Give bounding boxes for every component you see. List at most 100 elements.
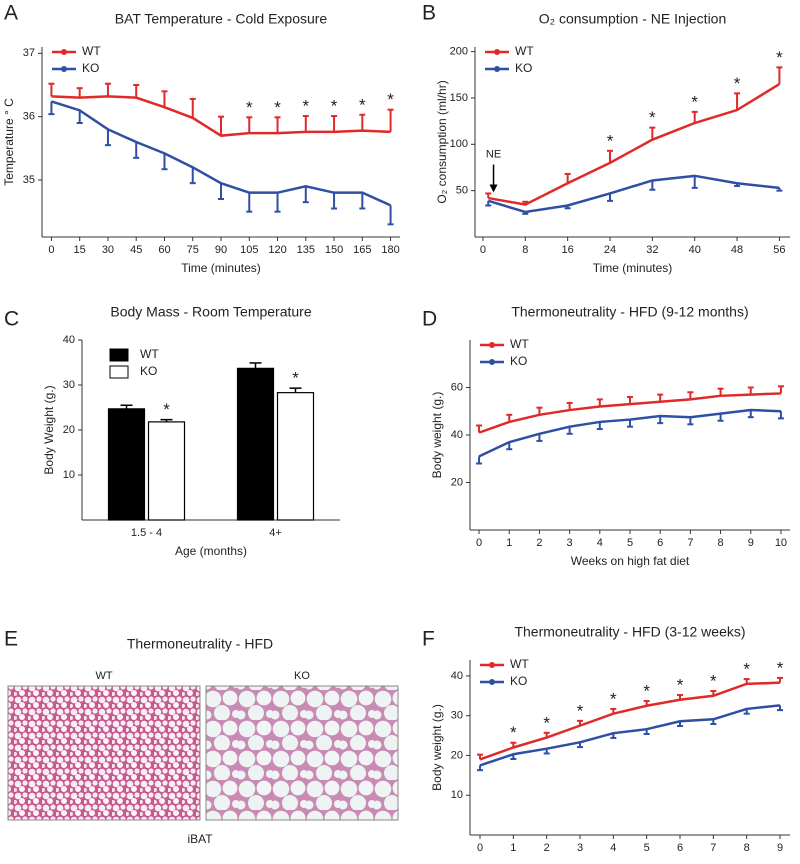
x-tick-label: 0 [480,244,486,256]
panel-letter: E [4,628,18,651]
legend-label: KO [82,61,99,75]
x-tick-label: 7 [687,537,693,549]
chart-title: O₂ consumption - NE Injection [539,11,727,27]
panel-letter: D [422,308,437,331]
x-tick-label: 10 [775,537,787,549]
legend-marker [494,49,500,55]
series-line [487,174,780,214]
x-tick-label: 0 [477,842,483,854]
legend-marker [489,342,495,348]
x-tick-label: 24 [604,244,616,256]
x-tick-label: 16 [562,244,574,256]
y-axis-label: Temperature ° C [2,98,16,186]
y-tick-label: 37 [23,47,35,59]
significance-star: * [734,74,741,93]
histology-image [205,685,399,821]
legend-label: WT [140,347,159,361]
significance-star: * [292,369,299,388]
annotation-label: NE [486,148,501,160]
x-tick-label: 8 [718,537,724,549]
significance-star: * [246,98,253,117]
panel-letter: F [422,628,435,651]
histology-image [7,685,201,821]
y-tick-label: 30 [451,710,463,722]
y-tick-label: 40 [63,334,75,346]
image-label: KO [294,670,310,682]
significance-star: * [691,92,698,111]
legend-label: KO [510,354,527,368]
series-line [479,704,781,767]
image-caption: iBAT [187,832,213,846]
legend-marker [61,66,67,72]
x-tick-label: 48 [731,244,743,256]
y-tick-label: 35 [23,174,35,186]
panel-letter: C [4,308,19,331]
x-tick-label: 8 [522,244,528,256]
x-tick-label: 135 [297,244,315,256]
x-tick-label: 4+ [269,527,282,539]
significance-star: * [387,90,394,109]
x-tick-label: 7 [710,842,716,854]
x-tick-label: 0 [476,537,482,549]
significance-star: * [777,658,784,677]
significance-star: * [743,660,750,679]
y-tick-label: 36 [23,111,35,123]
legend-swatch [109,365,129,379]
y-tick-label: 60 [451,381,463,393]
bar [107,408,146,521]
legend-marker [489,662,495,668]
x-tick-label: 60 [158,244,170,256]
significance-star: * [710,672,717,691]
x-tick-label: 3 [567,537,573,549]
significance-star: * [607,131,614,150]
series-line [488,83,781,206]
legend-marker [489,679,495,685]
significance-star: * [274,98,281,117]
bar [276,392,315,521]
x-tick-label: 90 [215,244,227,256]
chart-title: BAT Temperature - Cold Exposure [115,11,328,27]
y-tick-label: 40 [451,429,463,441]
significance-star: * [302,97,309,116]
legend-label: WT [515,44,534,58]
significance-star: * [359,95,366,114]
image-label: WT [95,670,112,682]
x-tick-label: 4 [610,842,616,854]
legend-label: WT [510,657,529,671]
bar [147,421,186,521]
x-tick-label: 105 [240,244,258,256]
y-axis-label: O₂ consumption (ml/hr) [435,80,449,203]
x-tick-label: 5 [644,842,650,854]
legend-label: KO [515,61,532,75]
chart-title: Thermoneutrality - HFD (3-12 weeks) [514,624,745,640]
significance-star: * [677,675,684,694]
x-tick-label: 1.5 - 4 [131,527,162,539]
panel-title: Thermoneutrality - HFD [127,636,273,652]
x-axis-label: Time (minutes) [181,261,261,275]
significance-star: * [331,97,338,116]
chart-title: Body Mass - Room Temperature [110,304,311,320]
significance-star: * [649,108,656,127]
significance-star: * [776,48,783,67]
x-tick-label: 75 [187,244,199,256]
panel-letter: A [4,2,18,25]
x-tick-label: 56 [773,244,785,256]
x-tick-label: 9 [748,537,754,549]
x-tick-label: 32 [646,244,658,256]
x-tick-label: 165 [353,244,371,256]
significance-star: * [543,713,550,732]
x-tick-label: 40 [689,244,701,256]
x-axis-label: Time (minutes) [593,261,673,275]
x-tick-label: 30 [102,244,114,256]
x-tick-label: 150 [325,244,343,256]
y-tick-label: 20 [451,476,463,488]
significance-star: * [510,723,517,742]
legend-marker [489,359,495,365]
x-tick-label: 3 [577,842,583,854]
x-tick-label: 2 [536,537,542,549]
y-tick-label: 150 [450,92,468,104]
bar [236,367,275,521]
x-tick-label: 6 [677,842,683,854]
x-tick-label: 0 [48,244,54,256]
y-tick-label: 20 [63,424,75,436]
